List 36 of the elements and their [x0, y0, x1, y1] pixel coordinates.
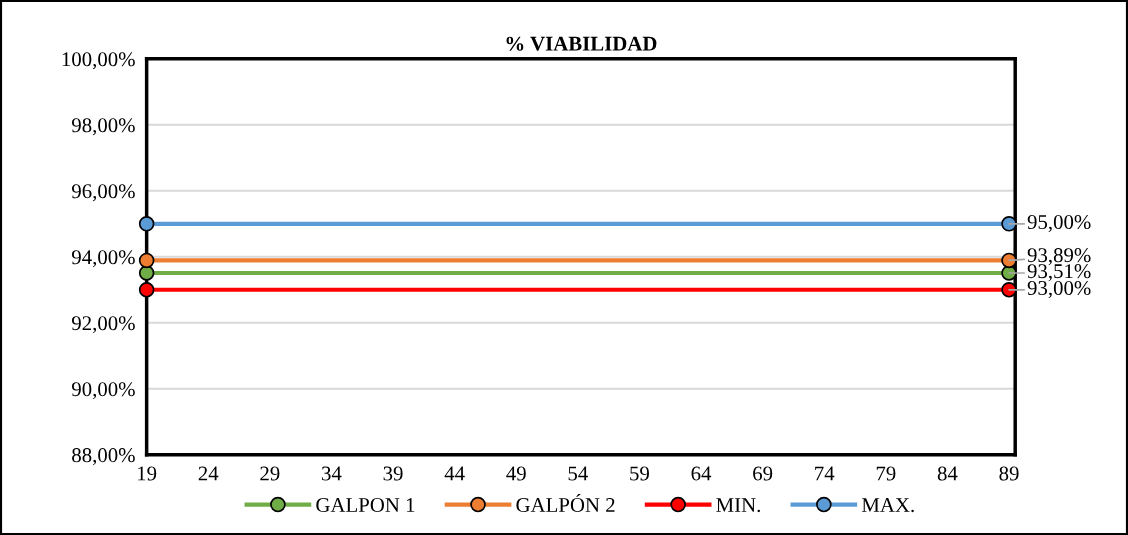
- x-tick-label: 69: [753, 466, 773, 481]
- x-tick-label: 74: [815, 466, 835, 481]
- y-tick-label: 96,00%: [71, 184, 135, 202]
- point: [138, 282, 155, 298]
- y-tick-label: 92,00%: [71, 316, 135, 334]
- data-label: 95,00%: [1027, 214, 1091, 233]
- x-tick-label: 54: [568, 466, 588, 481]
- x-tick-label: 24: [198, 466, 219, 481]
- x-tick-label: 39: [383, 466, 403, 481]
- chart-title: % VIABILIDAD: [506, 36, 657, 51]
- point: [138, 216, 155, 232]
- point: [1001, 252, 1017, 269]
- x-tick-label: 79: [876, 466, 896, 481]
- x-tick-label: 49: [506, 466, 526, 481]
- data-label: 93,89%: [1027, 248, 1091, 266]
- y-tick-label: 98,00%: [71, 118, 135, 136]
- legend-label: GALPÓN 2: [516, 494, 615, 513]
- legend-label: MIN.: [716, 498, 760, 513]
- x-tick-label: 19: [138, 466, 157, 481]
- y-tick-label: 90,00%: [71, 382, 135, 400]
- x-tick-label: 84: [937, 466, 958, 481]
- y-tick-label: 88,00%: [72, 448, 135, 466]
- data-label: 93,00%: [1027, 280, 1091, 298]
- y-tick-label: 94,00%: [71, 250, 135, 268]
- x-tick-label: 29: [260, 466, 280, 481]
- legend-label: MAX.: [861, 498, 914, 513]
- x-tick-label: 44: [444, 466, 465, 481]
- legend-label: GALPON 1: [316, 498, 415, 513]
- point: [138, 265, 155, 281]
- x-tick-label: 89: [999, 466, 1019, 481]
- x-tick-label: 64: [691, 466, 712, 481]
- x-tick-label: 34: [322, 466, 342, 481]
- point: [138, 252, 155, 269]
- x-tick-label: 59: [630, 466, 649, 481]
- data-label: 93,51%: [1027, 264, 1091, 282]
- y-tick-label: 100,00%: [62, 52, 135, 70]
